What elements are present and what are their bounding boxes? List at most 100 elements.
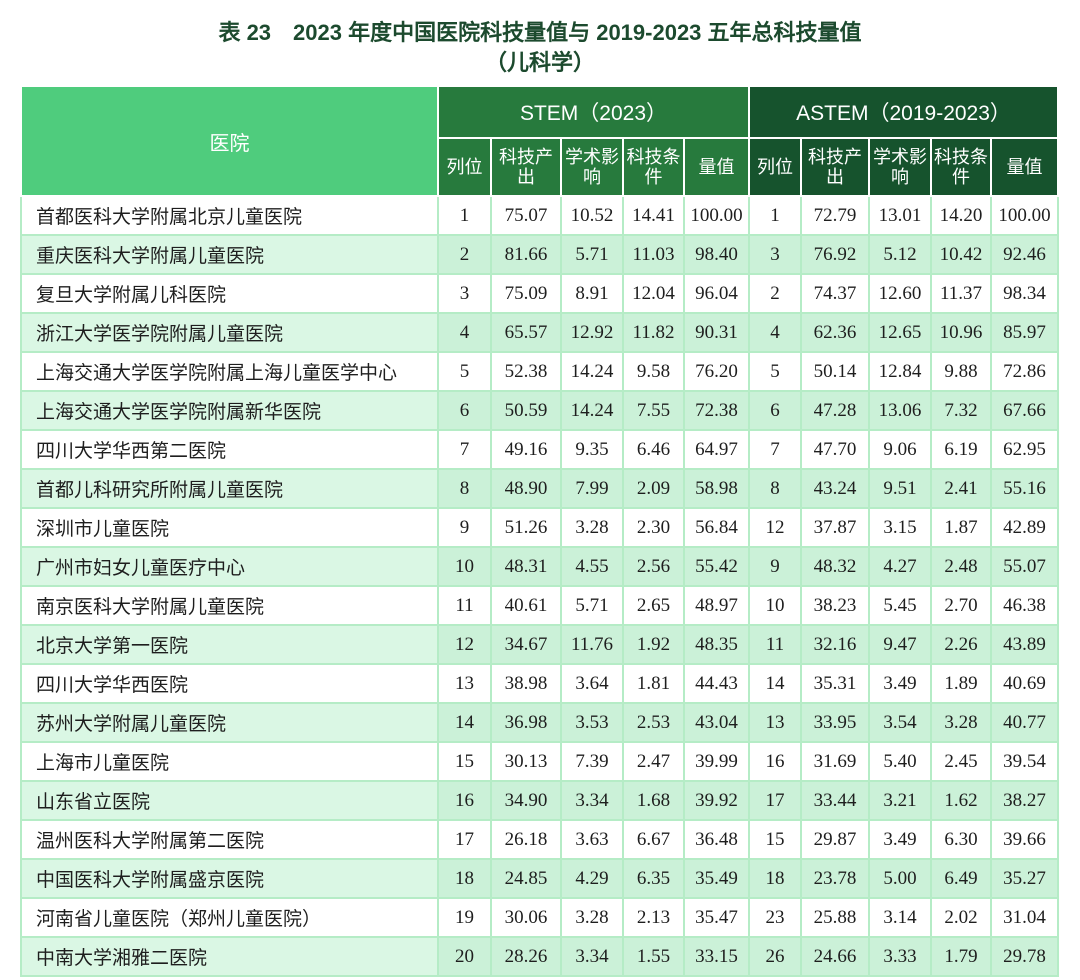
astem-cell-rank: 11 bbox=[748, 624, 802, 666]
stem-cell-value: 90.31 bbox=[683, 312, 750, 354]
astem-cell-value: 72.86 bbox=[989, 351, 1060, 393]
astem-value-header: 量值 bbox=[989, 137, 1060, 198]
stem-impact-header: 学术影响 bbox=[560, 137, 624, 198]
stem-cell-condition: 12.04 bbox=[622, 273, 685, 315]
stem-cell-value: 76.20 bbox=[683, 351, 750, 393]
stem-cell-condition: 6.35 bbox=[622, 858, 685, 900]
astem-cell-impact: 13.01 bbox=[868, 195, 932, 237]
stem-cell-condition: 1.55 bbox=[622, 936, 685, 978]
astem-cell-impact: 5.00 bbox=[868, 858, 932, 900]
stem-cell-rank: 10 bbox=[437, 546, 492, 588]
astem-cell-impact: 9.51 bbox=[868, 468, 932, 510]
stem-cell-condition: 2.53 bbox=[622, 702, 685, 744]
stem-cell-value: 35.49 bbox=[683, 858, 750, 900]
stem-cell-output: 34.67 bbox=[490, 624, 562, 666]
table-title: 表 23 2023 年度中国医院科技量值与 2019-2023 五年总科技量值 … bbox=[0, 0, 1080, 77]
astem-cell-output: 31.69 bbox=[800, 741, 870, 783]
astem-cell-impact: 12.65 bbox=[868, 312, 932, 354]
astem-cell-rank: 2 bbox=[748, 273, 802, 315]
astem-cell-condition: 3.28 bbox=[930, 702, 992, 744]
stem-cell-output: 75.09 bbox=[490, 273, 562, 315]
stem-cell-rank: 18 bbox=[437, 858, 492, 900]
stem-cell-condition: 9.58 bbox=[622, 351, 685, 393]
stem-cell-output: 81.66 bbox=[490, 234, 562, 276]
astem-cell-condition: 10.96 bbox=[930, 312, 992, 354]
table-row: 山东省立医院 16 34.90 3.34 1.68 39.92 17 33.44 3.21 1.6… bbox=[20, 780, 1060, 822]
stem-cell-condition: 6.46 bbox=[622, 429, 685, 471]
table-row: 上海市儿童医院 15 30.13 7.39 2.47 39.99 16 31.69 5.40 2.… bbox=[20, 741, 1060, 783]
astem-cell-condition: 1.89 bbox=[930, 663, 992, 705]
astem-cell-impact: 9.06 bbox=[868, 429, 932, 471]
astem-cell-output: 74.37 bbox=[800, 273, 870, 315]
stem-cell-rank: 17 bbox=[437, 819, 492, 861]
astem-cell-rank: 17 bbox=[748, 780, 802, 822]
astem-cell-impact: 4.27 bbox=[868, 546, 932, 588]
astem-cell-value: 40.77 bbox=[989, 702, 1060, 744]
table-title-line2: （儿科学） bbox=[484, 49, 595, 75]
stem-cell-value: 64.97 bbox=[683, 429, 750, 471]
table-row: 南京医科大学附属儿童医院 11 40.61 5.71 2.65 48.97 10 38.23 5… bbox=[20, 585, 1060, 627]
astem-cell-output: 33.95 bbox=[800, 702, 870, 744]
astem-cell-value: 62.95 bbox=[989, 429, 1060, 471]
astem-cell-value: 40.69 bbox=[989, 663, 1060, 705]
astem-cell-condition: 2.70 bbox=[930, 585, 992, 627]
stem-cell-condition: 2.09 bbox=[622, 468, 685, 510]
stem-cell-impact: 11.76 bbox=[560, 624, 624, 666]
astem-cell-output: 23.78 bbox=[800, 858, 870, 900]
table-row: 复旦大学附属儿科医院 3 75.09 8.91 12.04 96.04 2 74.37 12.6… bbox=[20, 273, 1060, 315]
hospital-name: 深圳市儿童医院 bbox=[20, 507, 439, 549]
astem-cell-condition: 1.87 bbox=[930, 507, 992, 549]
stem-cell-value: 56.84 bbox=[683, 507, 750, 549]
astem-cell-output: 33.44 bbox=[800, 780, 870, 822]
stem-cell-output: 75.07 bbox=[490, 195, 562, 237]
stem-cell-impact: 5.71 bbox=[560, 585, 624, 627]
stem-cell-rank: 4 bbox=[437, 312, 492, 354]
hospital-name: 四川大学华西第二医院 bbox=[20, 429, 439, 471]
stem-cell-output: 36.98 bbox=[490, 702, 562, 744]
hospital-name: 首都医科大学附属北京儿童医院 bbox=[20, 195, 439, 237]
astem-cell-impact: 3.15 bbox=[868, 507, 932, 549]
stem-cell-rank: 11 bbox=[437, 585, 492, 627]
astem-cell-rank: 18 bbox=[748, 858, 802, 900]
stem-cell-impact: 5.71 bbox=[560, 234, 624, 276]
stem-cell-condition: 1.92 bbox=[622, 624, 685, 666]
stem-cell-output: 48.31 bbox=[490, 546, 562, 588]
astem-cell-rank: 16 bbox=[748, 741, 802, 783]
stem-cell-impact: 7.39 bbox=[560, 741, 624, 783]
astem-cell-output: 43.24 bbox=[800, 468, 870, 510]
table-title-line1: 表 23 2023 年度中国医院科技量值与 2019-2023 五年总科技量值 bbox=[218, 20, 862, 45]
table-row: 温州医科大学附属第二医院 17 26.18 3.63 6.67 36.48 15 29.87 3… bbox=[20, 819, 1060, 861]
table-row: 深圳市儿童医院 9 51.26 3.28 2.30 56.84 12 37.87 3.15 1.8… bbox=[20, 507, 1060, 549]
astem-cell-value: 38.27 bbox=[989, 780, 1060, 822]
stem-cell-condition: 2.65 bbox=[622, 585, 685, 627]
astem-cell-rank: 6 bbox=[748, 390, 802, 432]
astem-cell-condition: 14.20 bbox=[930, 195, 992, 237]
hospital-column-header: 医院 bbox=[20, 85, 439, 198]
table-body: 首都医科大学附属北京儿童医院 1 75.07 10.52 14.41 100.00 1 72.… bbox=[20, 195, 1060, 978]
hospital-name: 上海交通大学医学院附属上海儿童医学中心 bbox=[20, 351, 439, 393]
stem-rank-header: 列位 bbox=[437, 137, 492, 198]
table-row: 浙江大学医学院附属儿童医院 4 65.57 12.92 11.82 90.31 4 62.36… bbox=[20, 312, 1060, 354]
astem-cell-value: 39.54 bbox=[989, 741, 1060, 783]
astem-cell-condition: 9.88 bbox=[930, 351, 992, 393]
stem-cell-impact: 3.63 bbox=[560, 819, 624, 861]
stem-cell-output: 38.98 bbox=[490, 663, 562, 705]
stem-cell-impact: 4.29 bbox=[560, 858, 624, 900]
hospital-name: 浙江大学医学院附属儿童医院 bbox=[20, 312, 439, 354]
astem-cell-rank: 4 bbox=[748, 312, 802, 354]
stem-cell-value: 36.48 bbox=[683, 819, 750, 861]
astem-cell-condition: 2.48 bbox=[930, 546, 992, 588]
astem-cell-value: 31.04 bbox=[989, 897, 1060, 939]
astem-cell-impact: 12.60 bbox=[868, 273, 932, 315]
hospital-name: 北京大学第一医院 bbox=[20, 624, 439, 666]
astem-cell-rank: 14 bbox=[748, 663, 802, 705]
hospital-name: 苏州大学附属儿童医院 bbox=[20, 702, 439, 744]
astem-cell-output: 25.88 bbox=[800, 897, 870, 939]
stem-cell-output: 65.57 bbox=[490, 312, 562, 354]
stem-cell-output: 51.26 bbox=[490, 507, 562, 549]
astem-cell-value: 46.38 bbox=[989, 585, 1060, 627]
astem-cell-impact: 5.12 bbox=[868, 234, 932, 276]
stem-cell-condition: 11.82 bbox=[622, 312, 685, 354]
astem-cell-value: 67.66 bbox=[989, 390, 1060, 432]
stem-cell-impact: 3.64 bbox=[560, 663, 624, 705]
